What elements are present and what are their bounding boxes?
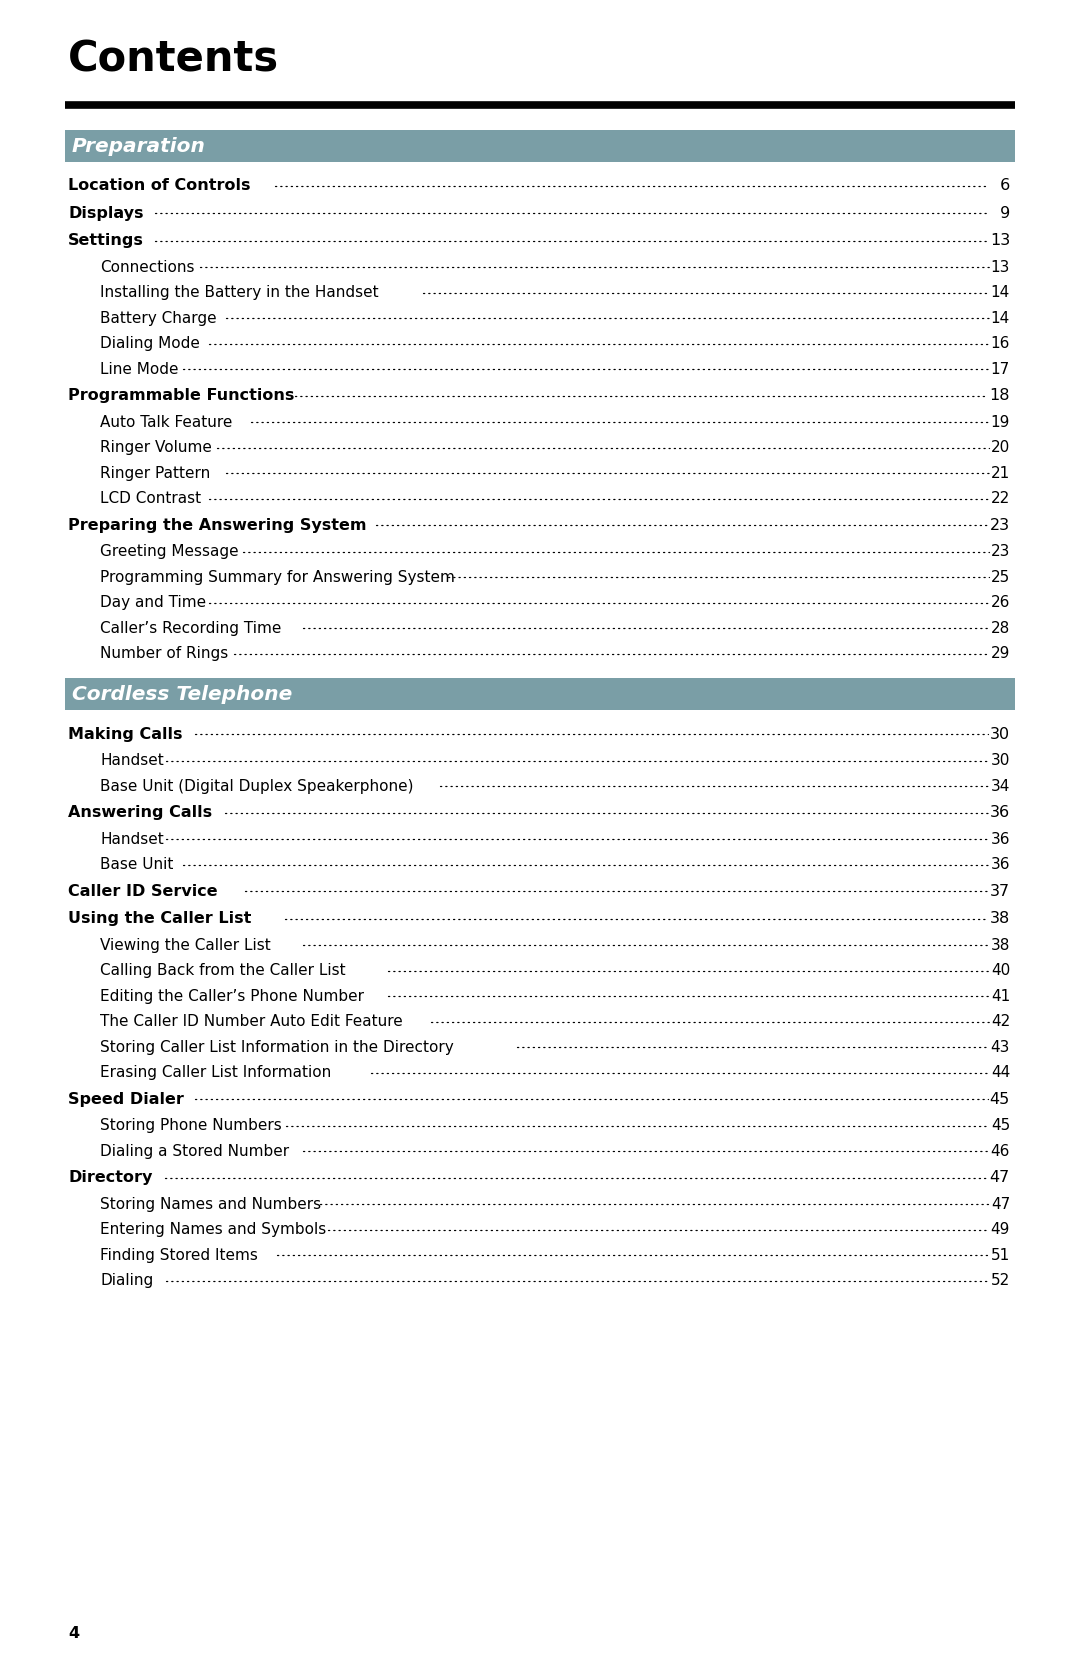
Text: Storing Names and Numbers: Storing Names and Numbers	[100, 1197, 321, 1212]
Text: 29: 29	[990, 646, 1010, 661]
Text: 23: 23	[990, 517, 1010, 532]
Text: 34: 34	[990, 779, 1010, 794]
Text: Dialing a Stored Number: Dialing a Stored Number	[100, 1143, 289, 1158]
Text: 40: 40	[990, 963, 1010, 978]
Text: 6: 6	[995, 179, 1010, 194]
Text: Settings: Settings	[68, 234, 144, 249]
Text: 16: 16	[990, 335, 1010, 350]
Text: Greeting Message: Greeting Message	[100, 544, 239, 559]
Text: 18: 18	[989, 389, 1010, 404]
Text: Handset: Handset	[100, 831, 164, 846]
Text: 45: 45	[989, 1092, 1010, 1107]
Text: 37: 37	[990, 885, 1010, 898]
Text: Day and Time: Day and Time	[100, 596, 206, 611]
Text: 36: 36	[990, 831, 1010, 846]
Text: Preparation: Preparation	[72, 137, 206, 155]
Text: Erasing Caller List Information: Erasing Caller List Information	[100, 1065, 332, 1080]
Text: The Caller ID Number Auto Edit Feature: The Caller ID Number Auto Edit Feature	[100, 1015, 403, 1030]
Text: Directory: Directory	[68, 1170, 152, 1185]
Text: Caller’s Recording Time: Caller’s Recording Time	[100, 621, 282, 636]
Text: Dialing Mode: Dialing Mode	[100, 335, 200, 350]
Text: Location of Controls: Location of Controls	[68, 179, 251, 194]
Text: Base Unit (Digital Duplex Speakerphone): Base Unit (Digital Duplex Speakerphone)	[100, 779, 414, 794]
Text: 22: 22	[990, 491, 1010, 506]
Text: 25: 25	[990, 569, 1010, 584]
Text: Displays: Displays	[68, 205, 144, 220]
Text: Programming Summary for Answering System: Programming Summary for Answering System	[100, 569, 455, 584]
Text: 36: 36	[990, 858, 1010, 873]
Text: Finding Stored Items: Finding Stored Items	[100, 1248, 258, 1263]
Text: Editing the Caller’s Phone Number: Editing the Caller’s Phone Number	[100, 988, 364, 1003]
Text: Calling Back from the Caller List: Calling Back from the Caller List	[100, 963, 346, 978]
Text: 20: 20	[990, 441, 1010, 456]
Text: Answering Calls: Answering Calls	[68, 804, 212, 819]
Text: Installing the Battery in the Handset: Installing the Battery in the Handset	[100, 285, 379, 300]
Text: 43: 43	[990, 1040, 1010, 1055]
Text: 26: 26	[990, 596, 1010, 611]
Text: Using the Caller List: Using the Caller List	[68, 911, 252, 926]
Bar	[65, 130, 1015, 162]
Text: 47: 47	[990, 1197, 1010, 1212]
Text: 21: 21	[990, 466, 1010, 481]
Text: Line Mode: Line Mode	[100, 362, 178, 377]
Text: Number of Rings: Number of Rings	[100, 646, 228, 661]
Text: 45: 45	[990, 1118, 1010, 1133]
Text: Programmable Functions: Programmable Functions	[68, 389, 295, 404]
Text: Dialing: Dialing	[100, 1273, 153, 1288]
Text: Contents: Contents	[68, 38, 279, 80]
Text: LCD Contrast: LCD Contrast	[100, 491, 201, 506]
Text: 14: 14	[990, 310, 1010, 325]
Text: Auto Talk Feature: Auto Talk Feature	[100, 416, 232, 429]
Text: Making Calls: Making Calls	[68, 726, 183, 741]
Text: Speed Dialer: Speed Dialer	[68, 1092, 184, 1107]
Text: 38: 38	[989, 911, 1010, 926]
Text: 44: 44	[990, 1065, 1010, 1080]
Text: 52: 52	[990, 1273, 1010, 1288]
Text: 47: 47	[989, 1170, 1010, 1185]
Text: 28: 28	[990, 621, 1010, 636]
Text: 13: 13	[989, 234, 1010, 249]
Bar	[65, 679, 1015, 711]
Text: 51: 51	[990, 1248, 1010, 1263]
Text: 4: 4	[68, 1626, 79, 1641]
Text: Entering Names and Symbols: Entering Names and Symbols	[100, 1222, 326, 1237]
Text: 38: 38	[990, 938, 1010, 953]
Text: 13: 13	[990, 260, 1010, 275]
Text: Base Unit: Base Unit	[100, 858, 174, 873]
Text: 36: 36	[990, 804, 1010, 819]
Text: Handset: Handset	[100, 753, 164, 768]
Text: 49: 49	[990, 1222, 1010, 1237]
Text: 46: 46	[990, 1143, 1010, 1158]
Text: 23: 23	[990, 544, 1010, 559]
Text: 9: 9	[995, 205, 1010, 220]
Text: Battery Charge: Battery Charge	[100, 310, 217, 325]
Text: 42: 42	[990, 1015, 1010, 1030]
Text: Storing Phone Numbers: Storing Phone Numbers	[100, 1118, 282, 1133]
Text: Caller ID Service: Caller ID Service	[68, 885, 218, 898]
Text: Cordless Telephone: Cordless Telephone	[72, 684, 293, 704]
Text: 30: 30	[990, 726, 1010, 741]
Text: 17: 17	[990, 362, 1010, 377]
Text: Preparing the Answering System: Preparing the Answering System	[68, 517, 366, 532]
Text: Connections: Connections	[100, 260, 194, 275]
Text: 19: 19	[990, 416, 1010, 429]
Text: 30: 30	[990, 753, 1010, 768]
Text: 14: 14	[990, 285, 1010, 300]
Text: Storing Caller List Information in the Directory: Storing Caller List Information in the D…	[100, 1040, 454, 1055]
Text: Viewing the Caller List: Viewing the Caller List	[100, 938, 271, 953]
Text: Ringer Pattern: Ringer Pattern	[100, 466, 211, 481]
Text: Ringer Volume: Ringer Volume	[100, 441, 212, 456]
Text: 41: 41	[990, 988, 1010, 1003]
